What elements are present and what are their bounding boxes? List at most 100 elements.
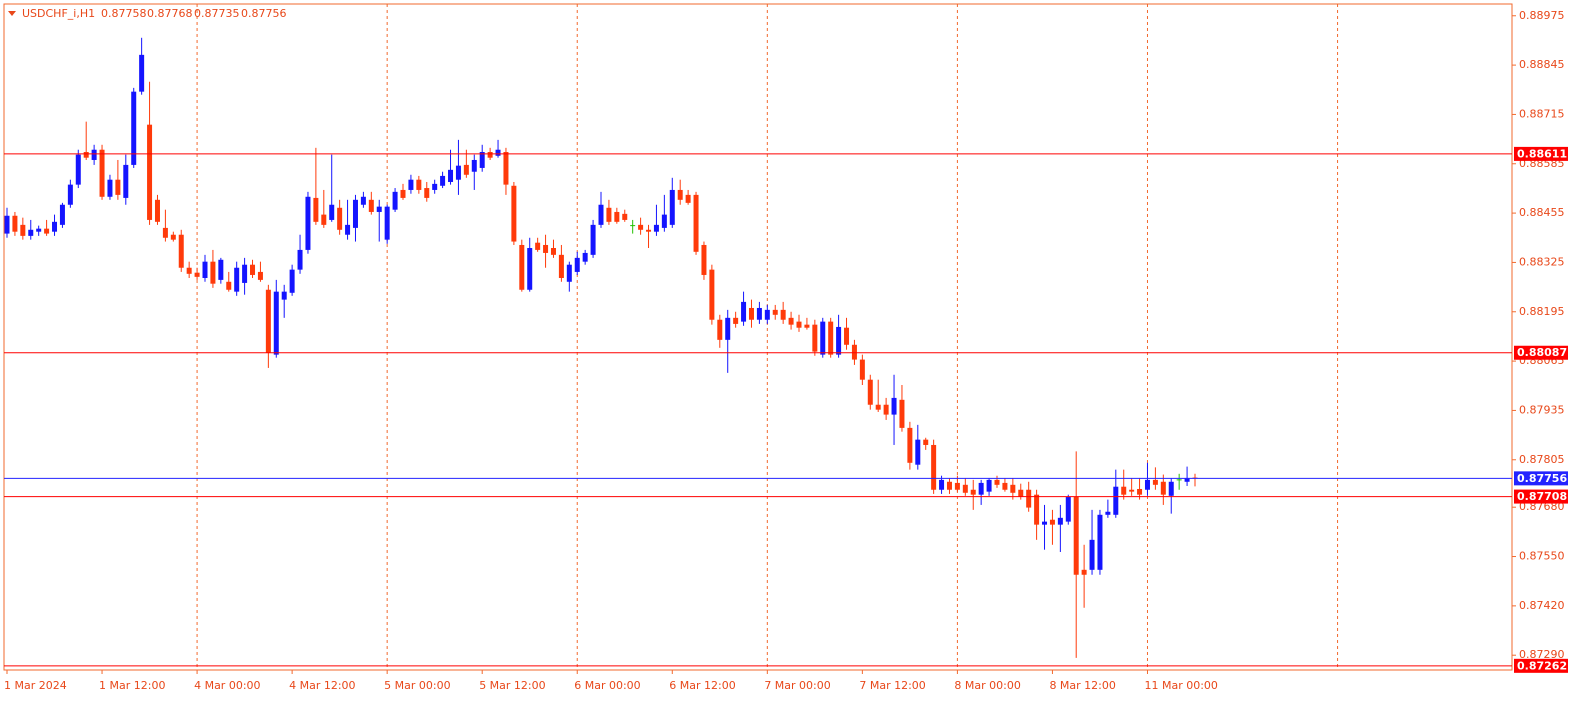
candle-body: [123, 164, 129, 198]
candle-body: [725, 317, 731, 340]
x-tick-label: 7 Mar 12:00: [859, 679, 925, 692]
price-level-label: 0.87708: [1517, 490, 1567, 503]
candle-body: [289, 269, 295, 293]
candle-body: [582, 252, 588, 262]
candle-body: [352, 199, 358, 228]
candle-body: [535, 242, 541, 250]
candle-body: [52, 221, 58, 232]
candle-body: [693, 194, 699, 252]
price-level-label: 0.88087: [1517, 346, 1567, 359]
candle-body: [99, 149, 105, 197]
candle-body: [44, 228, 50, 234]
menu-triangle: [8, 11, 16, 16]
candle-body: [273, 291, 279, 355]
candle-body: [463, 164, 469, 175]
candle-body: [1081, 569, 1087, 575]
y-tick-label: 0.88975: [1519, 9, 1565, 22]
plot-frame: [3, 3, 1513, 671]
candle-body: [91, 149, 97, 160]
candle-body: [471, 159, 477, 172]
candle-body: [20, 224, 26, 236]
candle-body: [162, 227, 168, 238]
candle-body: [741, 301, 747, 322]
candle-body: [1184, 477, 1190, 482]
x-tick-label: 5 Mar 00:00: [384, 679, 450, 692]
candle-body: [4, 215, 10, 234]
candle-body: [408, 179, 414, 190]
x-tick-label: 8 Mar 00:00: [954, 679, 1020, 692]
candle-body: [844, 327, 850, 345]
price-level-box: [1514, 345, 1568, 360]
candle-body: [511, 185, 517, 242]
candle-body: [764, 309, 770, 320]
candle-body: [1057, 517, 1063, 525]
candle-body: [598, 204, 604, 225]
candle-body: [36, 228, 42, 232]
candle-body: [12, 215, 18, 232]
candle-body: [210, 261, 216, 284]
candle-body: [851, 344, 857, 360]
candle-body: [131, 91, 137, 165]
x-tick-label: 5 Mar 12:00: [479, 679, 545, 692]
candle-body: [1144, 479, 1150, 490]
x-tick-label: 7 Mar 00:00: [764, 679, 830, 692]
candle-body: [368, 199, 374, 212]
candle-body: [646, 229, 652, 232]
candle-body: [1073, 496, 1079, 575]
candle-body: [202, 261, 208, 278]
candle-body: [923, 439, 929, 445]
candle-body: [748, 307, 754, 320]
candle-body: [1168, 481, 1174, 496]
candle-body: [170, 234, 176, 240]
candle-body: [186, 267, 192, 274]
y-tick-label: 0.88455: [1519, 206, 1565, 219]
candle-body: [859, 359, 865, 380]
candle-body: [780, 309, 786, 320]
candle-body: [788, 317, 794, 325]
x-tick-label: 4 Mar 00:00: [194, 679, 260, 692]
price-level-label: 0.87756: [1517, 472, 1567, 485]
overlay: USDCHF_i,H1 0.87758 0.87768 0.87735 0.87…: [8, 7, 287, 20]
candle-body: [250, 264, 256, 275]
last-high: 0.87768: [147, 7, 193, 20]
x-tick-label: 1 Mar 12:00: [99, 679, 165, 692]
candle-body: [550, 248, 556, 255]
candle-body: [257, 271, 263, 280]
candle-body: [1010, 484, 1016, 493]
price-level-label: 0.87262: [1517, 659, 1567, 672]
last-close: 0.87756: [241, 7, 287, 20]
candle-body: [543, 244, 549, 253]
candle-body: [424, 188, 430, 198]
candle-body: [701, 244, 707, 275]
candle-body: [978, 482, 984, 495]
candle-body: [1026, 489, 1032, 508]
candle-body: [1097, 514, 1103, 570]
candle-body: [337, 207, 343, 230]
x-tick-label: 11 Mar 00:00: [1144, 679, 1217, 692]
price-axis: 0.889750.888450.887150.885850.884550.883…: [1512, 9, 1565, 661]
candle-body: [384, 206, 390, 240]
candle-body: [297, 249, 303, 270]
candle-body: [154, 199, 160, 222]
candle-body: [669, 189, 675, 225]
last-open: 0.87758: [101, 7, 147, 20]
candle-body: [638, 224, 644, 230]
candle-body: [820, 321, 826, 355]
candle-body: [954, 482, 960, 490]
candle-body: [487, 152, 493, 158]
candle-body: [226, 281, 232, 290]
candle-body: [931, 444, 937, 490]
candle-body: [986, 479, 992, 492]
candle-body: [115, 179, 121, 195]
candle-body: [1065, 496, 1071, 522]
candle-body: [376, 206, 382, 212]
candle-body: [574, 257, 580, 272]
y-tick-label: 0.87420: [1519, 599, 1565, 612]
price-level-box: [1514, 471, 1568, 486]
candle-body: [970, 489, 976, 495]
y-tick-label: 0.88715: [1519, 107, 1565, 120]
candle-body: [836, 326, 842, 355]
y-tick-label: 0.88195: [1519, 305, 1565, 318]
candle-body: [717, 319, 723, 340]
candle-body: [360, 196, 366, 205]
